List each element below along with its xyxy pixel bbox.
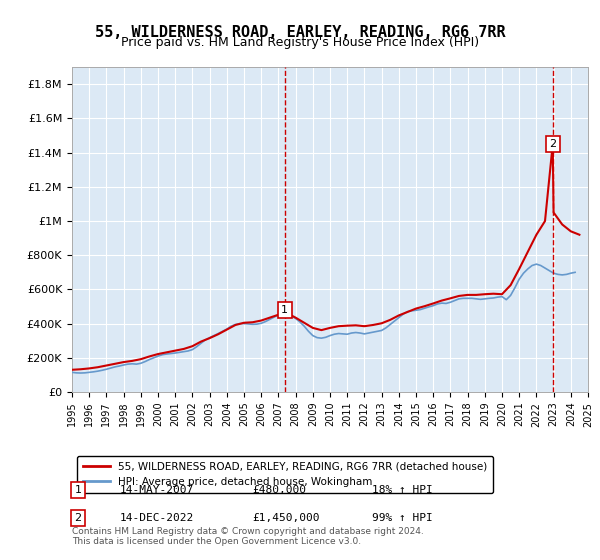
- Text: 2: 2: [74, 513, 82, 523]
- Text: 99% ↑ HPI: 99% ↑ HPI: [372, 513, 433, 523]
- Text: 2: 2: [549, 139, 556, 149]
- Legend: 55, WILDERNESS ROAD, EARLEY, READING, RG6 7RR (detached house), HPI: Average pri: 55, WILDERNESS ROAD, EARLEY, READING, RG…: [77, 456, 493, 493]
- Text: £1,450,000: £1,450,000: [252, 513, 320, 523]
- Text: Contains HM Land Registry data © Crown copyright and database right 2024.
This d: Contains HM Land Registry data © Crown c…: [72, 526, 424, 546]
- Text: £480,000: £480,000: [252, 485, 306, 495]
- Text: 18% ↑ HPI: 18% ↑ HPI: [372, 485, 433, 495]
- Text: 14-MAY-2007: 14-MAY-2007: [120, 485, 194, 495]
- Text: 14-DEC-2022: 14-DEC-2022: [120, 513, 194, 523]
- Text: 55, WILDERNESS ROAD, EARLEY, READING, RG6 7RR: 55, WILDERNESS ROAD, EARLEY, READING, RG…: [95, 25, 505, 40]
- Text: Price paid vs. HM Land Registry's House Price Index (HPI): Price paid vs. HM Land Registry's House …: [121, 36, 479, 49]
- Text: 1: 1: [281, 305, 288, 315]
- Text: 1: 1: [74, 485, 82, 495]
